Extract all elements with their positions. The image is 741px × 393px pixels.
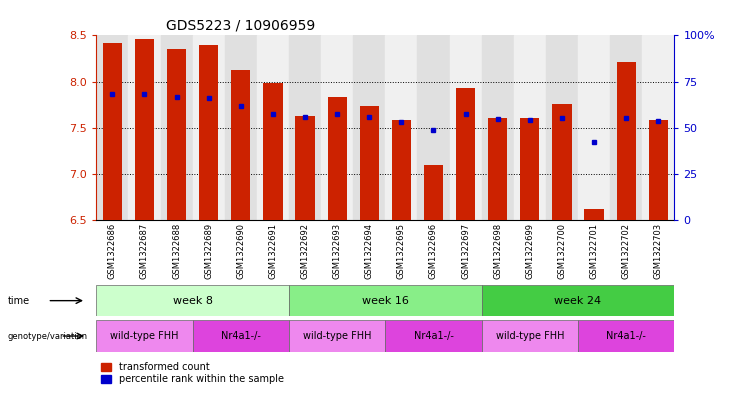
Bar [199,44,219,220]
Bar [546,35,578,220]
Bar [514,35,546,220]
Bar [578,320,674,352]
Text: time: time [7,296,30,306]
Bar [193,35,225,220]
Text: Nr4a1-/-: Nr4a1-/- [221,331,261,341]
Bar [103,43,122,220]
Bar [135,39,154,220]
Bar [231,70,250,220]
Text: week 16: week 16 [362,296,409,306]
Bar [617,62,636,220]
Bar [385,35,417,220]
Bar [520,119,539,220]
Bar [321,35,353,220]
Bar [482,320,578,352]
Bar [296,116,315,220]
Bar [610,35,642,220]
Bar [96,285,289,316]
Text: week 8: week 8 [173,296,213,306]
Bar [552,104,571,220]
Bar [289,320,385,352]
Bar [193,320,289,352]
Bar [161,35,193,220]
Bar [642,35,674,220]
Bar [392,120,411,220]
Bar [96,320,193,352]
Bar [648,120,668,220]
Bar [96,35,128,220]
Bar [488,119,508,220]
Bar [578,35,610,220]
Text: GDS5223 / 10906959: GDS5223 / 10906959 [166,19,315,33]
Text: wild-type FHH: wild-type FHH [496,331,564,341]
Bar [456,88,475,220]
Bar [417,35,450,220]
Bar [128,35,161,220]
Bar [482,35,514,220]
Bar [359,107,379,220]
Text: Nr4a1-/-: Nr4a1-/- [413,331,453,341]
Bar [263,83,282,220]
Bar [450,35,482,220]
Bar [385,320,482,352]
Bar [289,285,482,316]
Bar [353,35,385,220]
Bar [167,49,186,220]
Bar [225,35,257,220]
Text: week 24: week 24 [554,296,602,306]
Text: Nr4a1-/-: Nr4a1-/- [606,331,646,341]
Text: genotype/variation: genotype/variation [7,332,87,340]
Text: wild-type FHH: wild-type FHH [303,331,371,341]
Bar [257,35,289,220]
Bar [482,285,674,316]
Bar [328,97,347,220]
Bar [424,165,443,220]
Legend: transformed count, percentile rank within the sample: transformed count, percentile rank withi… [102,362,284,384]
Bar [289,35,321,220]
Bar [585,209,604,220]
Text: wild-type FHH: wild-type FHH [110,331,179,341]
